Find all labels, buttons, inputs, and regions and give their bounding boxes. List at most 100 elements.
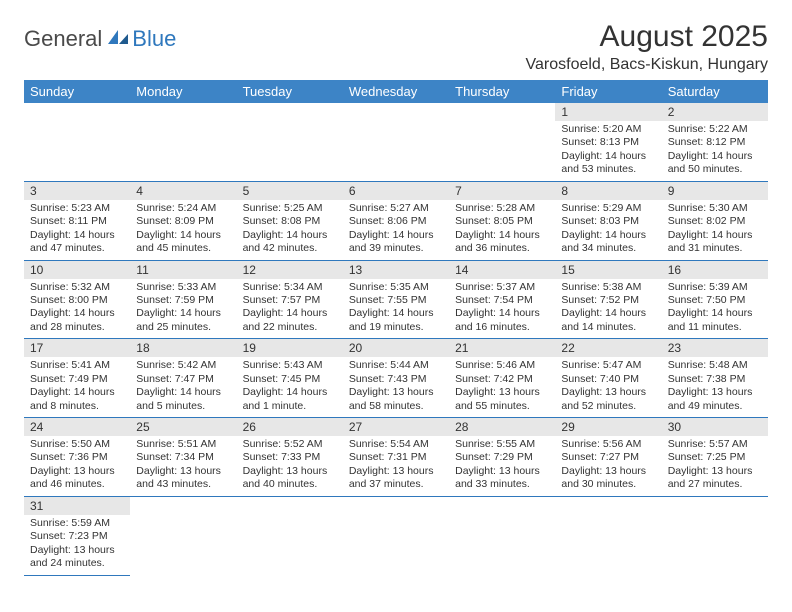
day-number: 17	[24, 339, 130, 357]
calendar-day-cell: 29Sunrise: 5:56 AMSunset: 7:27 PMDayligh…	[555, 418, 661, 497]
calendar-day-cell: 1Sunrise: 5:20 AMSunset: 8:13 PMDaylight…	[555, 103, 661, 181]
calendar-week-row: 24Sunrise: 5:50 AMSunset: 7:36 PMDayligh…	[24, 418, 768, 497]
day-details: Sunrise: 5:35 AMSunset: 7:55 PMDaylight:…	[343, 279, 449, 339]
day-number: 29	[555, 418, 661, 436]
calendar-day-cell	[555, 496, 661, 575]
day-number: 9	[662, 182, 768, 200]
day-number: 23	[662, 339, 768, 357]
day-details: Sunrise: 5:33 AMSunset: 7:59 PMDaylight:…	[130, 279, 236, 339]
day-details: Sunrise: 5:39 AMSunset: 7:50 PMDaylight:…	[662, 279, 768, 339]
day-number: 24	[24, 418, 130, 436]
calendar-day-cell: 31Sunrise: 5:59 AMSunset: 7:23 PMDayligh…	[24, 496, 130, 575]
weekday-header: Sunday	[24, 80, 130, 103]
day-number: 8	[555, 182, 661, 200]
calendar-day-cell: 7Sunrise: 5:28 AMSunset: 8:05 PMDaylight…	[449, 181, 555, 260]
day-details: Sunrise: 5:50 AMSunset: 7:36 PMDaylight:…	[24, 436, 130, 496]
day-details: Sunrise: 5:38 AMSunset: 7:52 PMDaylight:…	[555, 279, 661, 339]
day-number: 16	[662, 261, 768, 279]
location: Varosfoeld, Bacs-Kiskun, Hungary	[526, 56, 768, 74]
day-number: 4	[130, 182, 236, 200]
day-details: Sunrise: 5:56 AMSunset: 7:27 PMDaylight:…	[555, 436, 661, 496]
calendar-week-row: 31Sunrise: 5:59 AMSunset: 7:23 PMDayligh…	[24, 496, 768, 575]
day-details: Sunrise: 5:46 AMSunset: 7:42 PMDaylight:…	[449, 357, 555, 417]
calendar-day-cell	[237, 496, 343, 575]
day-number: 5	[237, 182, 343, 200]
day-number: 18	[130, 339, 236, 357]
calendar-day-cell	[343, 496, 449, 575]
day-details: Sunrise: 5:20 AMSunset: 8:13 PMDaylight:…	[555, 121, 661, 181]
header: General Blue August 2025 Varosfoeld, Bac…	[24, 20, 768, 74]
calendar-week-row: 3Sunrise: 5:23 AMSunset: 8:11 PMDaylight…	[24, 181, 768, 260]
day-details: Sunrise: 5:24 AMSunset: 8:09 PMDaylight:…	[130, 200, 236, 260]
day-number: 21	[449, 339, 555, 357]
calendar-day-cell	[237, 103, 343, 181]
calendar-day-cell: 19Sunrise: 5:43 AMSunset: 7:45 PMDayligh…	[237, 339, 343, 418]
weekday-header-row: Sunday Monday Tuesday Wednesday Thursday…	[24, 80, 768, 103]
calendar-day-cell	[24, 103, 130, 181]
calendar-day-cell: 27Sunrise: 5:54 AMSunset: 7:31 PMDayligh…	[343, 418, 449, 497]
logo-text-blue: Blue	[132, 26, 176, 52]
calendar-table: Sunday Monday Tuesday Wednesday Thursday…	[24, 80, 768, 576]
day-number: 26	[237, 418, 343, 436]
calendar-day-cell: 13Sunrise: 5:35 AMSunset: 7:55 PMDayligh…	[343, 260, 449, 339]
day-details: Sunrise: 5:37 AMSunset: 7:54 PMDaylight:…	[449, 279, 555, 339]
day-number: 7	[449, 182, 555, 200]
day-number: 28	[449, 418, 555, 436]
day-details: Sunrise: 5:55 AMSunset: 7:29 PMDaylight:…	[449, 436, 555, 496]
calendar-day-cell: 11Sunrise: 5:33 AMSunset: 7:59 PMDayligh…	[130, 260, 236, 339]
day-details: Sunrise: 5:29 AMSunset: 8:03 PMDaylight:…	[555, 200, 661, 260]
calendar-day-cell: 28Sunrise: 5:55 AMSunset: 7:29 PMDayligh…	[449, 418, 555, 497]
day-details: Sunrise: 5:32 AMSunset: 8:00 PMDaylight:…	[24, 279, 130, 339]
weekday-header: Friday	[555, 80, 661, 103]
calendar-day-cell: 18Sunrise: 5:42 AMSunset: 7:47 PMDayligh…	[130, 339, 236, 418]
day-details: Sunrise: 5:42 AMSunset: 7:47 PMDaylight:…	[130, 357, 236, 417]
calendar-day-cell: 14Sunrise: 5:37 AMSunset: 7:54 PMDayligh…	[449, 260, 555, 339]
day-details: Sunrise: 5:51 AMSunset: 7:34 PMDaylight:…	[130, 436, 236, 496]
calendar-day-cell: 30Sunrise: 5:57 AMSunset: 7:25 PMDayligh…	[662, 418, 768, 497]
day-number: 27	[343, 418, 449, 436]
calendar-day-cell: 2Sunrise: 5:22 AMSunset: 8:12 PMDaylight…	[662, 103, 768, 181]
calendar-day-cell: 15Sunrise: 5:38 AMSunset: 7:52 PMDayligh…	[555, 260, 661, 339]
day-number: 15	[555, 261, 661, 279]
calendar-day-cell: 10Sunrise: 5:32 AMSunset: 8:00 PMDayligh…	[24, 260, 130, 339]
day-number: 20	[343, 339, 449, 357]
calendar-day-cell: 9Sunrise: 5:30 AMSunset: 8:02 PMDaylight…	[662, 181, 768, 260]
day-number: 2	[662, 103, 768, 121]
calendar-day-cell: 12Sunrise: 5:34 AMSunset: 7:57 PMDayligh…	[237, 260, 343, 339]
day-number: 31	[24, 497, 130, 515]
day-number: 1	[555, 103, 661, 121]
day-details: Sunrise: 5:59 AMSunset: 7:23 PMDaylight:…	[24, 515, 130, 575]
day-details: Sunrise: 5:54 AMSunset: 7:31 PMDaylight:…	[343, 436, 449, 496]
calendar-day-cell: 6Sunrise: 5:27 AMSunset: 8:06 PMDaylight…	[343, 181, 449, 260]
day-number: 10	[24, 261, 130, 279]
calendar-day-cell	[449, 103, 555, 181]
calendar-day-cell: 24Sunrise: 5:50 AMSunset: 7:36 PMDayligh…	[24, 418, 130, 497]
calendar-day-cell: 16Sunrise: 5:39 AMSunset: 7:50 PMDayligh…	[662, 260, 768, 339]
weekday-header: Monday	[130, 80, 236, 103]
day-details: Sunrise: 5:28 AMSunset: 8:05 PMDaylight:…	[449, 200, 555, 260]
calendar-day-cell: 22Sunrise: 5:47 AMSunset: 7:40 PMDayligh…	[555, 339, 661, 418]
calendar-day-cell	[662, 496, 768, 575]
weekday-header: Tuesday	[237, 80, 343, 103]
day-details: Sunrise: 5:47 AMSunset: 7:40 PMDaylight:…	[555, 357, 661, 417]
calendar-day-cell: 5Sunrise: 5:25 AMSunset: 8:08 PMDaylight…	[237, 181, 343, 260]
day-details: Sunrise: 5:30 AMSunset: 8:02 PMDaylight:…	[662, 200, 768, 260]
calendar-week-row: 17Sunrise: 5:41 AMSunset: 7:49 PMDayligh…	[24, 339, 768, 418]
title-block: August 2025 Varosfoeld, Bacs-Kiskun, Hun…	[526, 20, 768, 74]
weekday-header: Thursday	[449, 80, 555, 103]
day-number: 25	[130, 418, 236, 436]
calendar-day-cell: 8Sunrise: 5:29 AMSunset: 8:03 PMDaylight…	[555, 181, 661, 260]
day-number: 13	[343, 261, 449, 279]
calendar-day-cell	[449, 496, 555, 575]
logo-text-general: General	[24, 26, 102, 52]
day-details: Sunrise: 5:41 AMSunset: 7:49 PMDaylight:…	[24, 357, 130, 417]
calendar-day-cell: 25Sunrise: 5:51 AMSunset: 7:34 PMDayligh…	[130, 418, 236, 497]
calendar-day-cell: 23Sunrise: 5:48 AMSunset: 7:38 PMDayligh…	[662, 339, 768, 418]
day-number: 30	[662, 418, 768, 436]
logo-sail-icon	[106, 28, 130, 46]
day-details: Sunrise: 5:52 AMSunset: 7:33 PMDaylight:…	[237, 436, 343, 496]
day-number: 22	[555, 339, 661, 357]
day-number: 14	[449, 261, 555, 279]
day-details: Sunrise: 5:34 AMSunset: 7:57 PMDaylight:…	[237, 279, 343, 339]
calendar-week-row: 1Sunrise: 5:20 AMSunset: 8:13 PMDaylight…	[24, 103, 768, 181]
